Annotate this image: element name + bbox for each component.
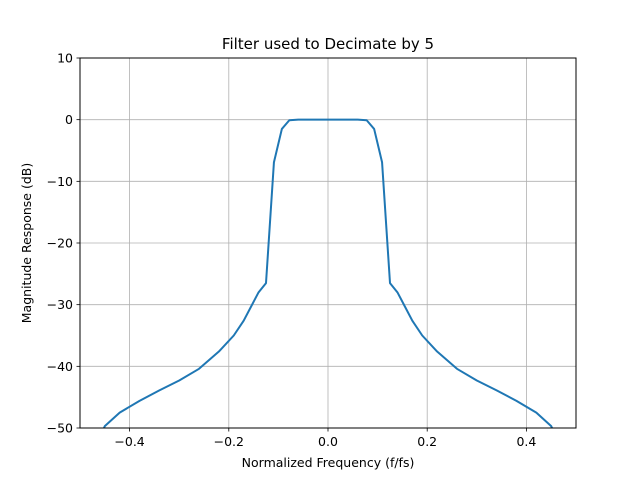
x-tick-label: 0.4 bbox=[516, 434, 536, 449]
y-tick-label: −30 bbox=[47, 297, 73, 312]
x-tick-label: −0.4 bbox=[114, 434, 144, 449]
x-axis: −0.4 −0.2 0.0 0.2 0.4 bbox=[114, 428, 536, 449]
y-tick-label: −10 bbox=[47, 174, 73, 189]
y-tick-label: 10 bbox=[57, 51, 73, 66]
x-tick-label: 0.0 bbox=[318, 434, 338, 449]
y-axis-label: Magnitude Response (dB) bbox=[19, 163, 34, 323]
y-tick-label: 0 bbox=[65, 112, 73, 127]
response-line bbox=[102, 118, 554, 428]
y-tick-label: −50 bbox=[47, 421, 73, 436]
chart-title: Filter used to Decimate by 5 bbox=[222, 35, 434, 53]
x-tick-label: −0.2 bbox=[214, 434, 244, 449]
y-tick-label: −20 bbox=[47, 236, 73, 251]
y-tick-label: −40 bbox=[47, 359, 73, 374]
plot-area bbox=[102, 118, 554, 428]
y-axis: −50 −40 −30 −20 −10 0 10 bbox=[47, 51, 80, 436]
x-tick-label: 0.2 bbox=[417, 434, 437, 449]
x-axis-label: Normalized Frequency (f/fs) bbox=[242, 455, 415, 470]
